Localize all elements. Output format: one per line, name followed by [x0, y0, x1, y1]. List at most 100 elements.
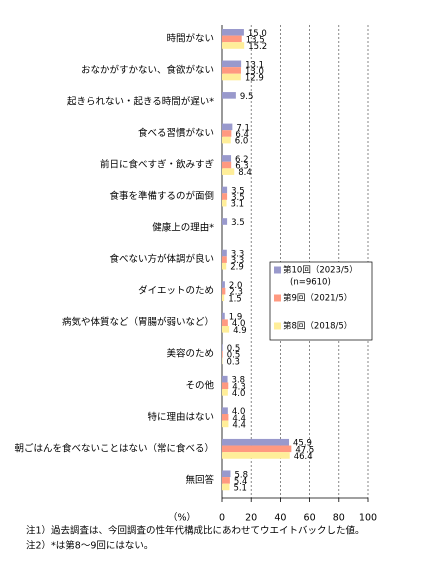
value-label: 3.5: [231, 186, 245, 196]
bar: [222, 35, 242, 43]
y-tick-label: 美容のため: [166, 348, 214, 360]
y-tick-label: 健康上の理由*: [152, 222, 214, 234]
x-tick-label: 20: [245, 513, 257, 524]
bar: [222, 326, 230, 333]
value-label: 0.5: [227, 351, 241, 361]
bar: [222, 155, 232, 162]
bar: [222, 60, 242, 68]
bar: [222, 312, 225, 320]
value-label: 5.4: [234, 477, 248, 487]
y-tick-label: その他: [185, 379, 214, 391]
bar: [222, 382, 229, 390]
value-label: 2.0: [229, 281, 243, 291]
value-label: 4.3: [232, 382, 246, 392]
bar: [222, 218, 228, 225]
bar: [222, 193, 228, 200]
value-label: 13.5: [246, 35, 265, 45]
value-label: 15.2: [248, 42, 267, 52]
value-label: 3.5: [231, 193, 245, 203]
bar: [222, 29, 244, 36]
x-axis-label: （%）: [168, 512, 196, 524]
bar: [222, 452, 290, 459]
value-label: 8.4: [238, 168, 252, 178]
bar: [222, 477, 230, 484]
value-label: 4.9: [233, 326, 247, 336]
bar: [222, 483, 230, 491]
value-label: 15.0: [248, 29, 267, 39]
value-label: 4.0: [232, 389, 246, 399]
bar: [222, 92, 236, 99]
value-label: 3.3: [231, 250, 245, 260]
y-tick-label: 食事を準備するのが面倒: [109, 190, 214, 202]
value-label: 6.4: [235, 130, 249, 140]
footnote: 注2）*は第8～9回にはない。: [26, 540, 153, 552]
value-label: 6.3: [235, 162, 249, 172]
legend-swatch: [274, 294, 281, 302]
value-label: 3.8: [232, 376, 246, 386]
y-tick-label: 特に理由はない: [147, 411, 214, 423]
y-tick-label: 時間がない: [166, 32, 214, 44]
y-tick-label: おなかがすかない、食欲がない: [81, 64, 214, 76]
value-label: 5.1: [233, 483, 247, 493]
y-tick-label: 食べる習慣がない: [138, 127, 214, 139]
x-tick-label: 80: [333, 513, 345, 524]
bar: [222, 375, 228, 383]
legend-note: (n=9610): [290, 278, 331, 288]
x-tick-label: 0: [219, 513, 225, 524]
value-label: 4.0: [232, 407, 246, 417]
value-label: 9.5: [240, 92, 254, 102]
value-label: 0.5: [227, 344, 241, 354]
legend-label: 第9回（2021/5）: [283, 293, 352, 304]
bar: [222, 438, 290, 446]
value-label: 46.4: [294, 452, 313, 462]
bar: [222, 414, 229, 421]
value-label: 13.1: [245, 60, 264, 70]
legend-label: 第8回（2018/5）: [283, 321, 352, 332]
y-tick-label: 前日に食べすぎ・飲みすぎ: [100, 159, 215, 171]
value-label: 0.3: [226, 357, 240, 367]
bar: [222, 249, 227, 257]
bar: [222, 319, 228, 326]
value-label: 5.8: [234, 470, 248, 480]
bar: [222, 287, 226, 295]
bar: [222, 199, 227, 207]
value-label: 47.5: [295, 445, 314, 455]
bar: [222, 407, 228, 414]
bar: [222, 42, 245, 49]
bar: [222, 161, 232, 169]
bar: [222, 389, 228, 396]
y-tick-label: ダイエットのため: [138, 285, 214, 297]
bar: [222, 186, 228, 194]
legend-label: 第10回（2023/5）: [283, 265, 358, 276]
bar: [222, 123, 233, 131]
value-label: 2.9: [230, 263, 244, 273]
y-tick-label: 病気や体質など（胃腸が弱いなど）: [62, 316, 214, 328]
value-label: 6.2: [235, 155, 249, 165]
y-tick-label: 食べない方が体調が良い: [109, 253, 214, 265]
bar: [222, 350, 223, 358]
bar: [222, 294, 225, 302]
value-label: 3.5: [231, 218, 245, 228]
x-tick-label: 100: [359, 513, 377, 524]
value-label: 13.0: [245, 67, 264, 77]
bar: [222, 281, 225, 288]
bar: [222, 67, 241, 74]
legend-box: [269, 261, 373, 341]
value-label: 1.5: [228, 294, 242, 304]
y-tick-label: 起きられない・起きる時間が遅い*: [67, 95, 214, 107]
bar: [222, 256, 227, 263]
y-tick-label: 朝ごはんを食べないことはない（常に食べる）: [14, 442, 214, 454]
bar: [222, 262, 227, 270]
legend-swatch: [274, 322, 281, 330]
value-label: 3.1: [231, 200, 245, 210]
bar: [222, 420, 229, 428]
y-tick-label: 無回答: [185, 474, 214, 486]
value-label: 4.4: [232, 420, 246, 430]
bar: [222, 445, 292, 453]
value-label: 3.3: [231, 256, 245, 266]
value-label: 45.9: [293, 439, 312, 449]
x-tick-label: 60: [304, 513, 316, 524]
value-label: 2.3: [229, 288, 243, 298]
bar: [222, 168, 235, 175]
